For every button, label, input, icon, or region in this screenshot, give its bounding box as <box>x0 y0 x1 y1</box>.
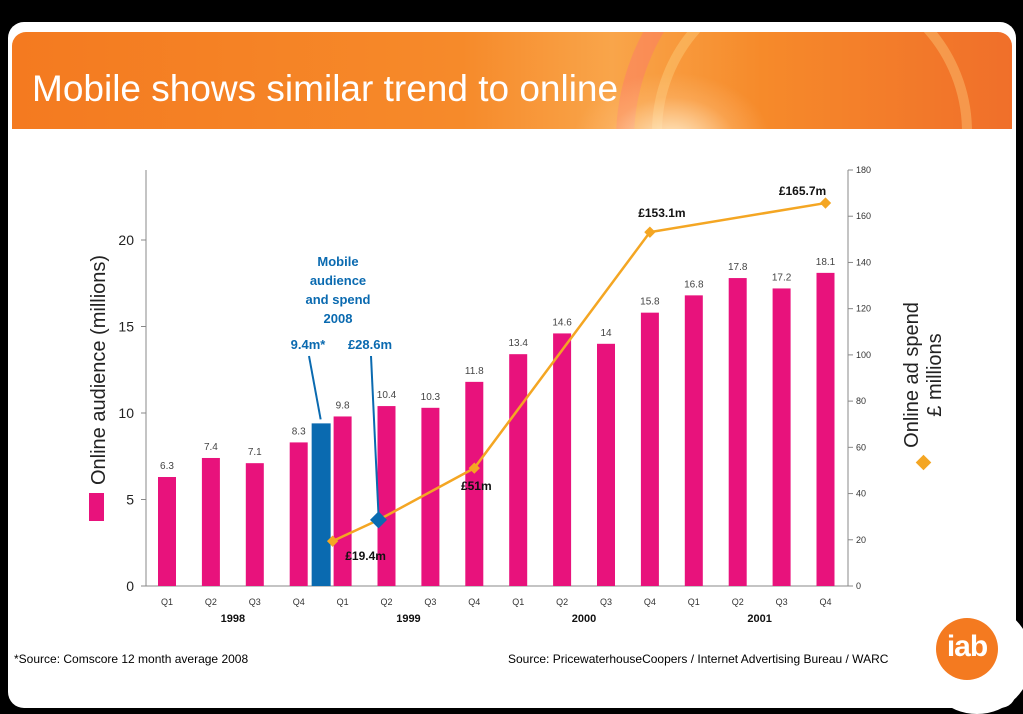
right-tick-label: 140 <box>856 257 871 267</box>
footnote-comscore: *Source: Comscore 12 month average 2008 <box>14 652 249 666</box>
quarter-tick-label: Q3 <box>249 597 261 607</box>
mobile-spend-marker <box>370 511 387 529</box>
ad-spend-marker <box>468 462 480 474</box>
mobile-audience-bar <box>311 423 331 586</box>
audience-bar-value-label: 15.8 <box>640 297 660 308</box>
quarter-tick-label: Q2 <box>205 597 217 607</box>
slide-title: Mobile shows similar trend to online <box>32 68 619 109</box>
ad-spend-value-label: £51m <box>461 479 492 493</box>
iab-logo-mark: iab <box>936 618 998 680</box>
audience-bar-value-label: 6.3 <box>160 461 174 472</box>
audience-bar-value-label: 7.4 <box>204 442 218 453</box>
footnote-sources: Source: PricewaterhouseCoopers / Interne… <box>508 652 889 666</box>
ad-spend-line <box>332 201 826 543</box>
left-tick-label: 15 <box>118 319 134 335</box>
audience-bar-6 <box>377 406 396 586</box>
iab-logo: iab <box>922 604 1023 714</box>
audience-bar-value-label: 10.4 <box>377 390 397 401</box>
mobile-annotation-line: Mobile <box>317 254 358 269</box>
ad-spend-marker <box>819 197 832 209</box>
year-label: 2001 <box>747 613 771 625</box>
mobile-spend-pointer <box>370 355 380 515</box>
quarter-tick-label: Q4 <box>644 597 656 607</box>
audience-bar-value-label: 14 <box>600 328 612 339</box>
mobile-audience-pointer <box>308 355 322 420</box>
year-label: 2000 <box>572 613 596 625</box>
right-tick-label: 60 <box>856 442 866 452</box>
audience-legend-swatch <box>89 493 104 521</box>
audience-bar-value-label: 17.8 <box>728 262 748 273</box>
audience-bar-value-label: 17.2 <box>772 272 792 283</box>
audience-bar-13 <box>684 295 703 586</box>
right-tick-label: 100 <box>856 350 871 360</box>
audience-bar-value-label: 11.8 <box>465 366 484 377</box>
right-tick-label: 0 <box>856 581 861 591</box>
left-tick-label: 20 <box>118 232 134 248</box>
audience-bar-11 <box>597 343 615 586</box>
year-label: 1999 <box>396 613 420 625</box>
audience-bar-2 <box>201 457 220 586</box>
audience-bar-1 <box>158 477 176 586</box>
quarter-tick-label: Q1 <box>161 597 173 607</box>
mobile-annotation-line: audience <box>310 273 366 288</box>
right-tick-label: 180 <box>856 165 871 175</box>
ad-spend-value-label: £165.7m <box>779 184 826 198</box>
mobile-spend-annotation: £28.6m <box>348 337 392 352</box>
quarter-tick-label: Q2 <box>380 597 392 607</box>
audience-bar-value-label: 14.6 <box>552 317 572 328</box>
audience-bar-5 <box>333 416 352 586</box>
left-tick-label: 5 <box>126 492 134 508</box>
audience-bar-value-label: 9.8 <box>336 400 350 411</box>
quarter-tick-label: Q2 <box>556 597 568 607</box>
quarter-tick-label: Q1 <box>337 597 349 607</box>
quarter-tick-label: Q3 <box>600 597 612 607</box>
right-tick-label: 20 <box>856 535 866 545</box>
right-axis-title-line2: £ millions <box>924 333 946 416</box>
spend-legend-swatch <box>915 454 932 471</box>
audience-bar-4 <box>289 442 308 586</box>
quarter-tick-label: Q4 <box>819 597 831 607</box>
audience-bar-10 <box>553 333 572 586</box>
audience-bar-value-label: 8.3 <box>292 426 306 437</box>
audience-bar-value-label: 13.4 <box>508 338 528 349</box>
ad-spend-value-label: £19.4m <box>345 549 386 563</box>
mobile-audience-annotation: 9.4m* <box>291 337 327 352</box>
mobile-annotation-line: 2008 <box>324 311 353 326</box>
right-axis-title-line1: Online ad spend <box>901 302 923 448</box>
quarter-tick-label: Q3 <box>776 597 788 607</box>
audience-bar-value-label: 10.3 <box>421 392 441 403</box>
right-tick-label: 160 <box>856 211 871 221</box>
left-axis-title: Online audience (millions) <box>88 255 110 485</box>
audience-bar-value-label: 16.8 <box>684 279 704 290</box>
ad-spend-marker <box>326 535 339 547</box>
mobile-annotation-line: and spend <box>305 292 370 307</box>
audience-bar-16 <box>816 272 835 586</box>
banner-glow-decoration <box>572 72 772 129</box>
audience-bar-8 <box>465 381 484 586</box>
audience-bar-12 <box>640 312 659 586</box>
quarter-tick-label: Q1 <box>512 597 524 607</box>
audience-bar-value-label: 7.1 <box>248 447 262 458</box>
left-tick-label: 10 <box>118 405 134 421</box>
audience-bar-7 <box>421 407 440 586</box>
quarter-tick-label: Q4 <box>293 597 305 607</box>
audience-bar-14 <box>728 278 747 586</box>
audience-bar-9 <box>509 354 528 586</box>
right-tick-label: 40 <box>856 489 866 499</box>
ad-spend-marker <box>644 226 656 238</box>
quarter-tick-label: Q4 <box>468 597 480 607</box>
quarter-tick-label: Q3 <box>424 597 436 607</box>
right-tick-label: 120 <box>856 304 871 314</box>
ad-spend-value-label: £153.1m <box>638 206 685 220</box>
title-banner: Mobile shows similar trend to online <box>12 32 1012 129</box>
year-label: 1998 <box>221 613 245 625</box>
audience-bar-15 <box>772 288 791 586</box>
audience-bar-value-label: 18.1 <box>816 257 836 268</box>
audience-bar-3 <box>245 463 264 586</box>
right-tick-label: 80 <box>856 396 866 406</box>
quarter-tick-label: Q2 <box>732 597 744 607</box>
left-tick-label: 0 <box>126 578 134 594</box>
quarter-tick-label: Q1 <box>688 597 700 607</box>
